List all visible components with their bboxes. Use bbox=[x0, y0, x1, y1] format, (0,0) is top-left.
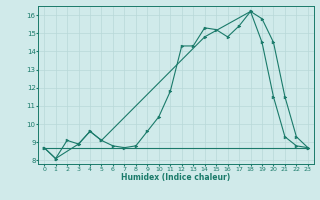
X-axis label: Humidex (Indice chaleur): Humidex (Indice chaleur) bbox=[121, 173, 231, 182]
